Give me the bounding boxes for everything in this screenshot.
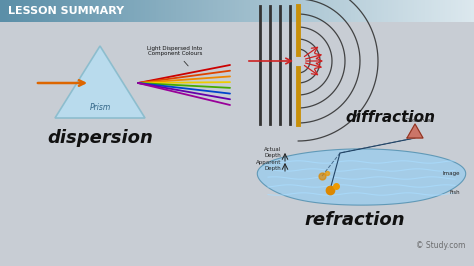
Text: Actual
Depth: Actual Depth [264, 147, 281, 158]
Text: Observer: Observer [404, 118, 434, 123]
Polygon shape [407, 124, 423, 138]
Text: © Study.com: © Study.com [416, 242, 465, 251]
Polygon shape [257, 149, 465, 205]
Text: Image: Image [443, 172, 460, 177]
Text: Apparent
Depth: Apparent Depth [255, 160, 281, 171]
Text: Fish: Fish [449, 189, 460, 194]
Text: Prism: Prism [90, 103, 110, 113]
Text: dispersion: dispersion [47, 129, 153, 147]
Polygon shape [55, 46, 145, 118]
Text: Light Dispersed Into
Component Colours: Light Dispersed Into Component Colours [147, 45, 202, 66]
Text: diffraction: diffraction [345, 110, 435, 126]
Text: refraction: refraction [305, 211, 405, 229]
Text: LESSON SUMMARY: LESSON SUMMARY [8, 6, 124, 16]
